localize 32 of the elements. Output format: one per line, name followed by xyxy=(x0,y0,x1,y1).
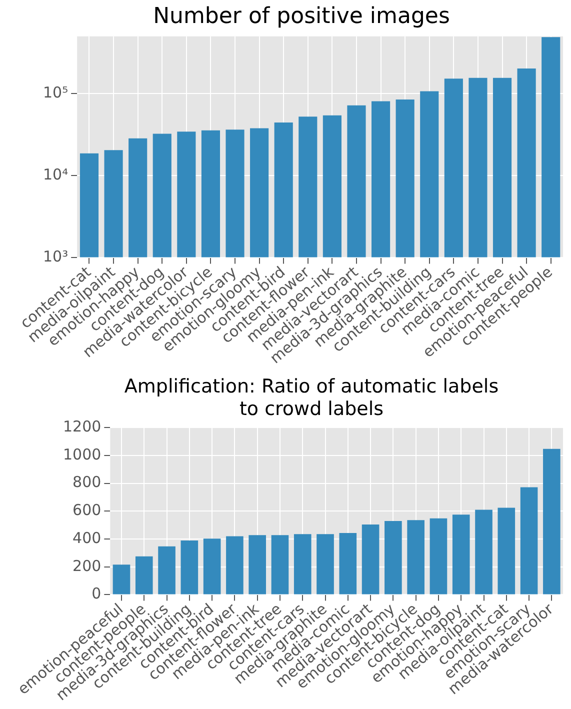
y-tick-label: 10⁵ xyxy=(42,84,68,102)
bar xyxy=(407,520,424,594)
y-tick-label: 600 xyxy=(72,501,102,520)
bar xyxy=(475,510,492,594)
y-tick-label: 10⁴ xyxy=(42,166,68,184)
y-tick-label: 10³ xyxy=(42,248,68,266)
bar xyxy=(135,556,153,594)
bar xyxy=(203,538,221,594)
bar xyxy=(452,514,470,594)
bar xyxy=(158,546,176,594)
bar xyxy=(294,534,312,594)
bar xyxy=(180,540,198,594)
y-tick-label: 400 xyxy=(72,528,102,547)
bar xyxy=(226,536,244,594)
bar xyxy=(543,448,560,594)
bar xyxy=(430,518,448,594)
bar xyxy=(271,535,289,594)
bar xyxy=(339,533,357,594)
chart-title: Amplification: Ratio of automatic labels to crowd labels xyxy=(124,375,499,420)
y-tick-label: 1200 xyxy=(62,417,102,436)
bar xyxy=(498,508,516,594)
chart-title: Number of positive images xyxy=(153,4,450,29)
bar xyxy=(112,564,130,594)
bar xyxy=(520,487,538,594)
bar xyxy=(248,535,266,594)
bar xyxy=(362,524,380,594)
y-tick-label: 0 xyxy=(92,584,102,603)
y-tick-label: 200 xyxy=(72,556,102,575)
bar xyxy=(316,534,334,594)
y-tick-label: 1000 xyxy=(62,445,102,464)
y-tick-label: 800 xyxy=(72,473,102,492)
bar xyxy=(384,521,402,594)
